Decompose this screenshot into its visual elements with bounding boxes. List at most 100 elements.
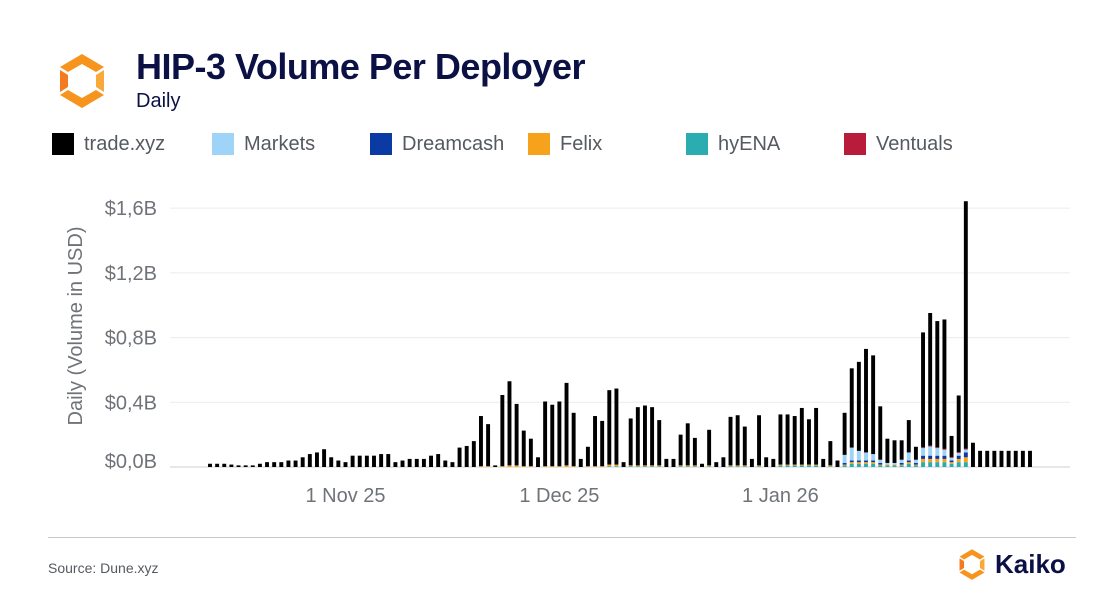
bar-segment-hyena bbox=[692, 466, 697, 467]
bar-stack bbox=[678, 434, 683, 467]
bar-stack bbox=[479, 416, 483, 467]
bar-segment-felix bbox=[600, 466, 605, 467]
bar-segment-markets bbox=[928, 445, 933, 456]
bar-segment-trade-xyz bbox=[379, 454, 384, 467]
bar-segment-trade-xyz bbox=[585, 446, 590, 467]
legend-label: hyENA bbox=[718, 132, 781, 155]
bar-segment-ventuals bbox=[921, 447, 925, 449]
legend-item-felix[interactable]: Felix bbox=[528, 130, 602, 158]
bar-segment-trade-xyz bbox=[621, 462, 626, 467]
bar-segment-trade-xyz bbox=[557, 401, 562, 467]
legend-label: Dreamcash bbox=[402, 132, 505, 155]
bar-segment-felix bbox=[807, 464, 811, 466]
bar-stack bbox=[322, 449, 327, 467]
legend-item-ventuals[interactable]: Ventuals bbox=[844, 130, 953, 158]
bar-segment-trade-xyz bbox=[935, 321, 940, 448]
bar-stack bbox=[528, 438, 533, 467]
bar-segment-ventuals bbox=[935, 447, 940, 449]
bar-segment-trade-xyz bbox=[992, 450, 997, 467]
legend-item-markets[interactable]: Markets bbox=[212, 130, 315, 158]
bar-segment-felix bbox=[635, 465, 640, 467]
bar-segment-trade-xyz bbox=[400, 460, 405, 467]
bar-stack bbox=[536, 457, 540, 467]
bar-segment-felix bbox=[678, 465, 683, 467]
bar-segment-ventuals bbox=[949, 456, 954, 458]
bar-segment-trade-xyz bbox=[785, 414, 790, 465]
bar-segment-trade-xyz bbox=[899, 440, 904, 460]
bar-stack bbox=[557, 401, 562, 467]
bar-stack bbox=[621, 462, 626, 467]
bar-segment-trade-xyz bbox=[208, 463, 212, 467]
legend-item-trade-xyz[interactable]: trade.xyz bbox=[52, 130, 165, 158]
bar-segment-hyena bbox=[892, 465, 897, 467]
bar-segment-hyena bbox=[913, 465, 918, 467]
bar-stack bbox=[386, 454, 391, 467]
bar-stack bbox=[436, 454, 441, 467]
bar-stack bbox=[657, 420, 662, 467]
bar-segment-trade-xyz bbox=[650, 407, 655, 466]
legend-item-hyena[interactable]: hyENA bbox=[686, 130, 780, 158]
bar-segment-hyena bbox=[963, 462, 968, 467]
bar-segment-trade-xyz bbox=[486, 424, 491, 467]
bar-stack bbox=[871, 355, 876, 467]
bar-segment-dreamcash bbox=[935, 455, 940, 459]
bar-segment-hyena bbox=[949, 463, 954, 467]
bar-stack bbox=[593, 416, 597, 467]
bar-segment-trade-xyz bbox=[364, 455, 369, 467]
bar-stack bbox=[664, 458, 669, 467]
bar-stack bbox=[643, 405, 647, 467]
bar-segment-markets bbox=[878, 459, 883, 463]
bar-segment-dreamcash bbox=[942, 455, 947, 459]
bar-stack bbox=[329, 457, 334, 467]
legend-swatch bbox=[370, 133, 392, 155]
bar-segment-trade-xyz bbox=[892, 440, 897, 463]
bar-stack bbox=[956, 395, 961, 467]
bar-segment-trade-xyz bbox=[906, 420, 911, 453]
bar-segment-trade-xyz bbox=[521, 430, 526, 467]
bar-segment-trade-xyz bbox=[849, 368, 854, 448]
bar-segment-felix bbox=[571, 466, 576, 467]
bar-segment-trade-xyz bbox=[1006, 450, 1011, 467]
bar-segment-trade-xyz bbox=[1013, 450, 1018, 467]
bar-segment-dreamcash bbox=[842, 462, 847, 465]
legend-swatch bbox=[212, 133, 234, 155]
bar-stack bbox=[514, 403, 519, 467]
bar-stack bbox=[364, 455, 369, 467]
bar-segment-felix bbox=[728, 465, 733, 467]
bar-stack bbox=[222, 463, 227, 467]
bar-segment-ventuals bbox=[928, 445, 933, 447]
bar-segment-felix bbox=[778, 464, 783, 466]
bar-segment-trade-xyz bbox=[593, 416, 597, 467]
bar-segment-felix bbox=[507, 465, 512, 467]
bar-segment-markets bbox=[892, 462, 897, 465]
bar-segment-felix bbox=[906, 462, 911, 464]
bar-segment-dreamcash bbox=[949, 460, 954, 463]
bar-segment-trade-xyz bbox=[229, 464, 234, 467]
bar-segment-trade-xyz bbox=[393, 462, 398, 467]
bar-segment-trade-xyz bbox=[471, 441, 476, 467]
bar-stack bbox=[835, 460, 840, 467]
bar-segment-felix bbox=[799, 464, 804, 466]
bar-segment-trade-xyz bbox=[985, 450, 990, 467]
bar-segment-trade-xyz bbox=[956, 395, 961, 453]
bar-segment-trade-xyz bbox=[878, 406, 883, 460]
source-note: Source: Dune.xyz bbox=[48, 560, 159, 576]
bar-segment-trade-xyz bbox=[735, 415, 740, 466]
bar-segment-trade-xyz bbox=[700, 463, 704, 467]
bar-segment-dreamcash bbox=[849, 460, 854, 463]
bar-stack bbox=[571, 412, 576, 467]
bar-segment-trade-xyz bbox=[457, 447, 462, 467]
bar-segment-hyena bbox=[707, 466, 712, 467]
bar-segment-trade-xyz bbox=[842, 412, 847, 455]
bar-segment-hyena bbox=[899, 465, 904, 467]
bar-stack bbox=[407, 458, 412, 467]
legend-item-dreamcash[interactable]: Dreamcash bbox=[370, 130, 504, 158]
bar-stack bbox=[279, 462, 284, 467]
bar-stack bbox=[685, 423, 690, 467]
bar-segment-felix bbox=[685, 465, 690, 467]
bar-stack bbox=[842, 412, 847, 467]
bar-segment-felix bbox=[849, 462, 854, 464]
bar-segment-felix bbox=[757, 465, 761, 467]
bar-segment-trade-xyz bbox=[564, 382, 569, 466]
bar-stack bbox=[985, 450, 990, 467]
